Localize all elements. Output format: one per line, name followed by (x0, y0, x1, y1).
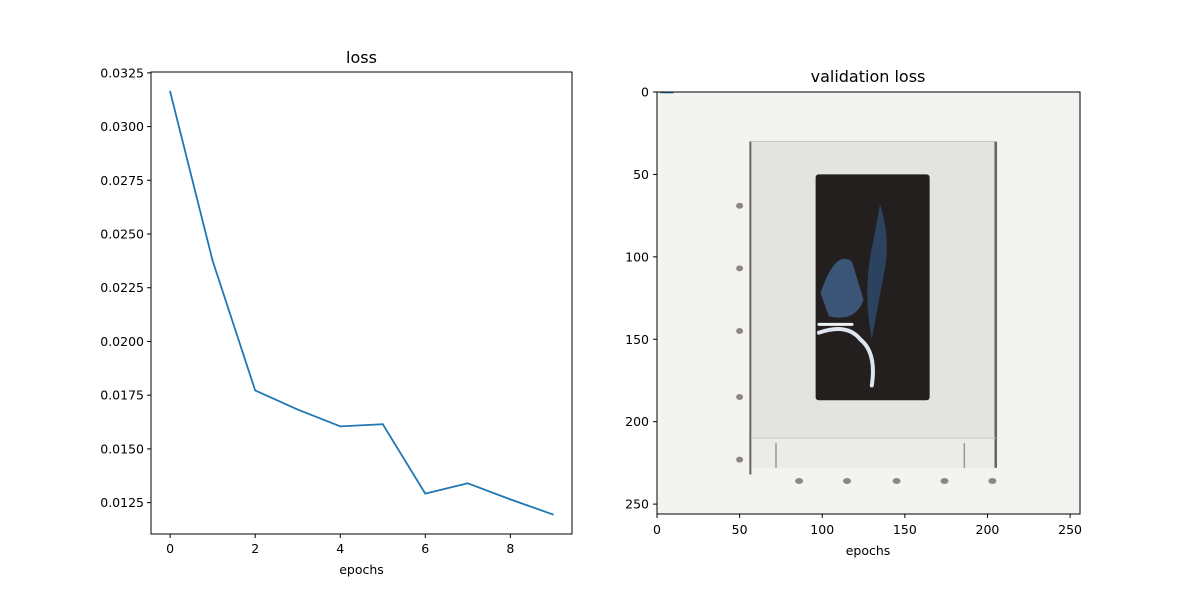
data-point (254, 389, 257, 392)
x-axis: 0 50 100 150 200 250 (653, 514, 1082, 537)
data-point (211, 259, 214, 262)
x-tick-label: 150 (893, 522, 917, 537)
axes-frame (656, 91, 1081, 515)
panel-base (751, 438, 998, 468)
x-tick-label: 100 (810, 522, 834, 537)
bottom-dot (795, 478, 804, 485)
x-tick-label: 250 (1058, 522, 1082, 537)
x-tick-label: 6 (421, 541, 429, 556)
left-dot (736, 202, 744, 209)
y-tick-label: 0.0200 (100, 334, 144, 349)
x-tick-label: 4 (336, 541, 344, 556)
left-dot (736, 456, 744, 463)
bottom-dot (940, 478, 949, 485)
y-tick-label: 0.0250 (100, 227, 144, 242)
bottom-dot (988, 478, 997, 485)
plot-area (169, 90, 554, 516)
x-axis-label: epochs (846, 543, 891, 558)
x-tick-label: 200 (976, 522, 1000, 537)
chart-title: validation loss (811, 67, 926, 86)
loss-series-line (169, 91, 554, 516)
left-dot (736, 393, 744, 400)
image-content (657, 91, 1080, 514)
bottom-dot (892, 478, 901, 485)
y-axis: 0 50 100 150 200 250 (625, 85, 657, 512)
y-tick-label: 0.0125 (100, 495, 144, 510)
y-tick-label: 250 (625, 497, 649, 512)
y-tick-label: 0.0150 (100, 441, 144, 456)
x-tick-label: 0 (653, 522, 661, 537)
y-tick-label: 100 (625, 249, 649, 264)
x-tick-label: 50 (732, 522, 748, 537)
figure-shadow (867, 204, 887, 340)
bottom-dot (843, 478, 852, 485)
data-point (381, 423, 384, 426)
figure-shape (820, 258, 864, 318)
data-point (466, 482, 469, 485)
x-tick-label: 8 (506, 541, 514, 556)
x-axis-label: epochs (339, 562, 384, 577)
data-point (296, 408, 299, 411)
validation-loss-image: validation loss 0 50 100 150 200 250 0 50 100 15… (625, 67, 1082, 558)
highlight-stroke (816, 326, 875, 388)
y-tick-label: 200 (625, 414, 649, 429)
y-tick-label: 50 (633, 167, 649, 182)
x-tick-label: 0 (166, 541, 174, 556)
x-tick-label: 2 (251, 541, 259, 556)
y-tick-label: 150 (625, 332, 649, 347)
y-tick-label: 0.0325 (100, 65, 144, 80)
y-tick-label: 0.0300 (100, 119, 144, 134)
data-point (509, 498, 512, 501)
x-axis: 0 2 4 6 8 (166, 534, 514, 556)
data-point (169, 90, 172, 93)
left-dot (736, 265, 744, 272)
loss-chart: loss 0.0125 0.0150 0.0175 0.0200 0.0225 0.025… (100, 48, 573, 577)
y-tick-label: 0.0175 (100, 388, 144, 403)
chart-title: loss (346, 48, 377, 67)
y-tick-label: 0 (641, 85, 649, 100)
y-tick-label: 0.0275 (100, 173, 144, 188)
data-point (339, 425, 342, 428)
left-dot (736, 328, 744, 335)
y-tick-label: 0.0225 (100, 280, 144, 295)
data-point (551, 513, 554, 516)
y-axis: 0.0125 0.0150 0.0175 0.0200 0.0225 0.0250 0.02… (100, 65, 151, 510)
data-point (424, 492, 427, 495)
axes-frame (150, 71, 573, 535)
